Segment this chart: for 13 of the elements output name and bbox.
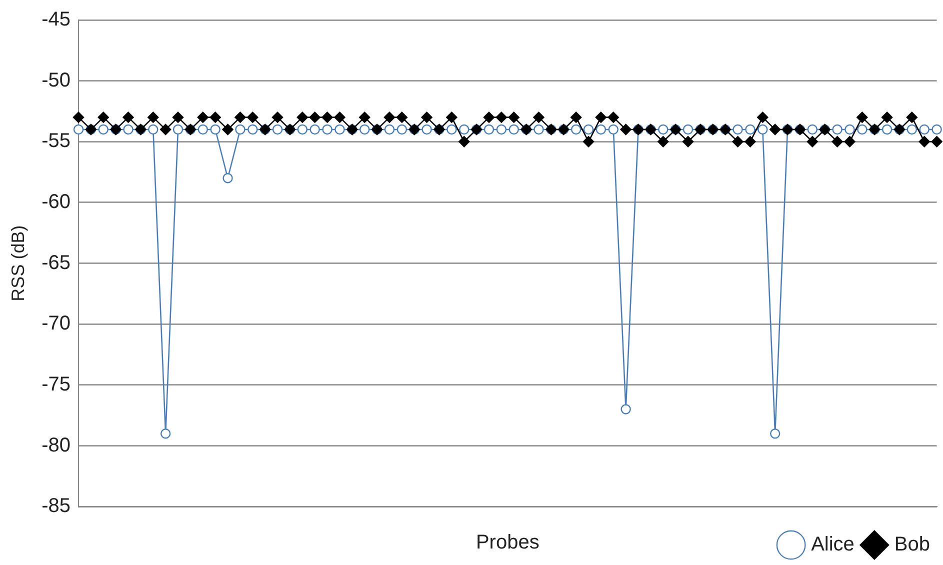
x-axis-title: Probes — [476, 532, 540, 554]
y-tick-label: -80 — [42, 434, 71, 456]
y-tick-label: -70 — [42, 312, 71, 335]
y-tick-label: -85 — [42, 495, 71, 518]
y-tick-label: -45 — [42, 8, 71, 31]
legend-label: Bob — [894, 534, 930, 556]
y-tick-label: -75 — [42, 373, 71, 396]
y-tick-label: -50 — [42, 69, 71, 92]
y-tick-label: -65 — [42, 252, 71, 274]
legend-label: Alice — [811, 534, 854, 556]
y-axis-title: RSS (dB) — [8, 225, 28, 302]
y-tick-label: -55 — [42, 130, 71, 152]
y-tick-label: -60 — [42, 190, 71, 213]
